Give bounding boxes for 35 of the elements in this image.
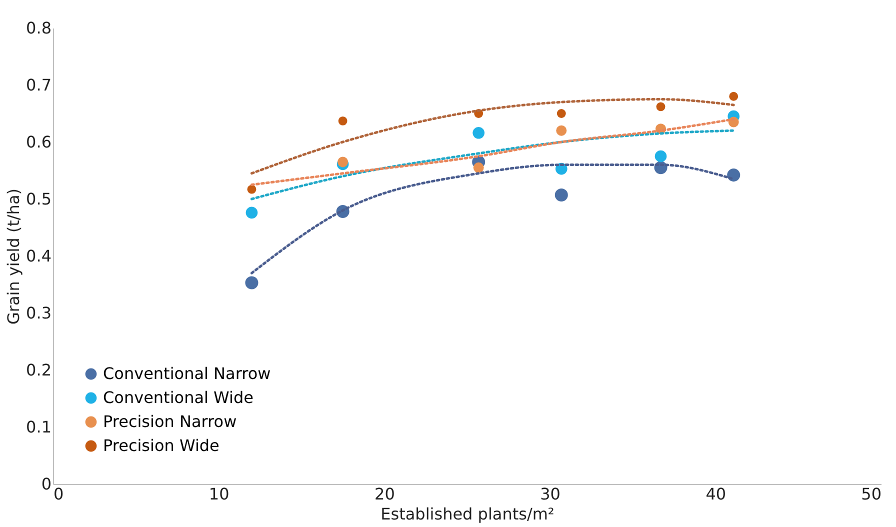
y-tick-label: 0.5 — [26, 190, 52, 208]
y-tick-label: 0.4 — [26, 246, 52, 266]
x-tick-label: 40 — [706, 484, 726, 504]
x-axis-title: Established plants/m² — [380, 504, 554, 524]
legend-label: Conventional Narrow — [103, 364, 271, 383]
line-series — [250, 98, 735, 175]
legend-label: Precision Wide — [103, 436, 220, 455]
x-tick-label: 50 — [861, 484, 882, 504]
y-tick-label: 0.2 — [26, 360, 52, 380]
point — [246, 206, 258, 219]
point — [556, 109, 566, 118]
x-tick-label: 30 — [540, 484, 560, 504]
x-tick-label: 0 — [54, 484, 64, 504]
legend-label: Precision Narrow — [103, 412, 237, 431]
point — [338, 156, 348, 168]
x-tick-label: 20 — [374, 484, 395, 504]
y-tick-label: 0.8 — [26, 18, 52, 38]
point — [473, 162, 484, 173]
y-tick-label: 0.3 — [26, 304, 52, 322]
y-axis-title: Grain yield (t/ha) — [4, 188, 24, 324]
point — [654, 150, 667, 162]
x-tick-label: 10 — [208, 484, 230, 504]
point — [556, 125, 567, 136]
y-tick-label: 0.1 — [26, 418, 52, 436]
point — [656, 102, 666, 112]
legend-label: Conventional Wide — [103, 388, 254, 407]
point — [554, 188, 568, 202]
point — [729, 92, 738, 101]
y-tick-label: 0.7 — [26, 76, 52, 94]
point — [245, 276, 258, 290]
point — [247, 184, 256, 194]
y-tick-label: 0.6 — [26, 132, 52, 152]
point — [472, 126, 485, 139]
point — [338, 116, 348, 126]
point — [727, 168, 740, 182]
